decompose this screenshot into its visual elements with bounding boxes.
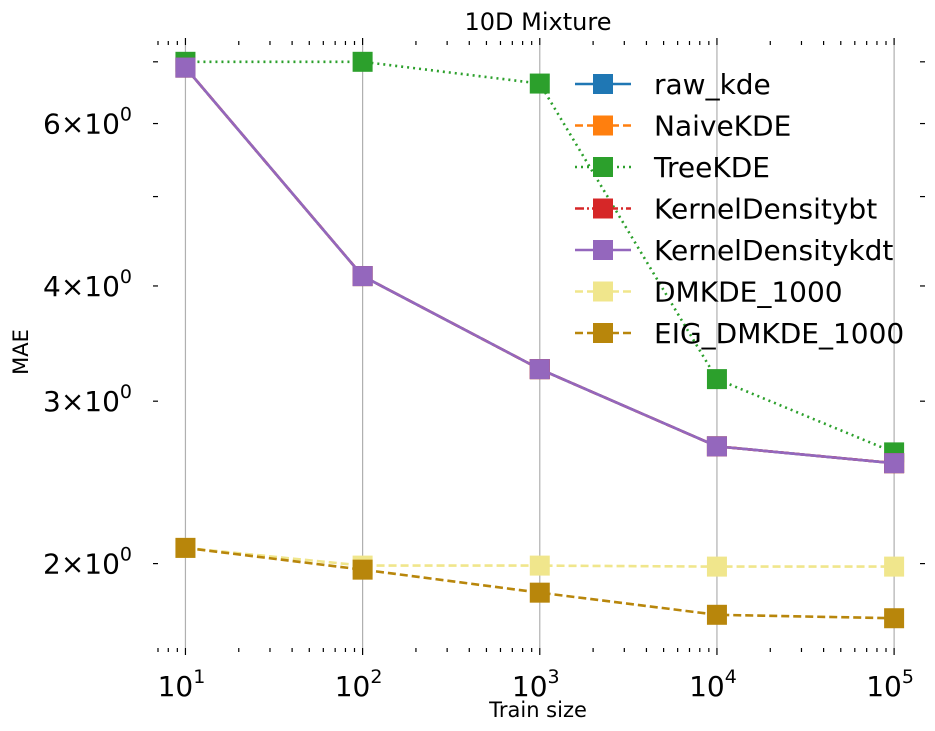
data-point <box>706 556 727 577</box>
legend-entry: KernelDensitykdt <box>575 234 893 267</box>
data-point <box>352 559 373 580</box>
data-point <box>706 436 727 457</box>
x-tick-label: 101 <box>158 666 206 703</box>
tick-layer: 101 102 103 104 105 2×100 3×100 4×100 6×100 <box>43 38 925 703</box>
series-EIG_DMKDE_1000 <box>175 537 905 629</box>
data-point <box>175 537 196 558</box>
y-tick-label: 6×100 <box>43 104 132 141</box>
x-tick-label: 105 <box>866 666 914 703</box>
y-tick-label: 2×100 <box>43 544 132 581</box>
legend-marker <box>593 157 613 177</box>
y-tick-label: 3×100 <box>43 381 132 418</box>
legend-marker <box>593 74 613 94</box>
data-point <box>884 608 905 629</box>
data-point <box>706 604 727 625</box>
y-tick-label: 4×100 <box>43 266 132 303</box>
chart-title: 10D Mixture <box>465 8 612 36</box>
data-point <box>529 582 550 603</box>
legend-marker <box>593 115 613 136</box>
series-line <box>185 546 895 620</box>
x-tick-label: 103 <box>512 666 560 703</box>
legend-entry: KernelDensitybt <box>575 193 877 226</box>
data-point <box>529 359 550 380</box>
data-point <box>529 555 550 576</box>
legend-entry: TreeKDE <box>575 151 770 184</box>
legend-entry: NaiveKDE <box>575 110 791 143</box>
legend-label: DMKDE_1000 <box>654 276 843 309</box>
legend-marker <box>593 240 613 260</box>
legend-marker <box>593 323 613 343</box>
legend-label: KernelDensitykdt <box>654 234 893 267</box>
x-tick-label: 104 <box>689 666 737 703</box>
data-point <box>884 556 905 577</box>
y-axis-label: MAE <box>9 329 33 375</box>
legend-entry: DMKDE_1000 <box>575 276 843 309</box>
legend-label: KernelDensitybt <box>654 193 877 226</box>
data-point <box>352 266 373 287</box>
data-point <box>175 57 196 78</box>
legend-entry: EIG_DMKDE_1000 <box>575 317 904 350</box>
legend-label: raw_kde <box>654 68 771 101</box>
legend-label: EIG_DMKDE_1000 <box>654 317 904 350</box>
legend-entry: raw_kde <box>575 68 771 101</box>
legend: raw_kde NaiveKDE TreeKDE KernelDensitybt Ker… <box>575 68 904 350</box>
legend-marker <box>593 281 613 302</box>
x-axis-label: Train size <box>488 698 587 722</box>
data-point <box>706 369 727 390</box>
data-point <box>884 453 905 474</box>
legend-marker <box>593 198 613 219</box>
series-KernelDensitykdt <box>175 57 905 474</box>
legend-label: TreeKDE <box>653 151 770 184</box>
series-layer <box>175 51 905 629</box>
legend-label: NaiveKDE <box>654 110 791 143</box>
data-point <box>352 51 373 72</box>
x-tick-label: 102 <box>335 666 383 703</box>
data-point <box>529 73 550 94</box>
